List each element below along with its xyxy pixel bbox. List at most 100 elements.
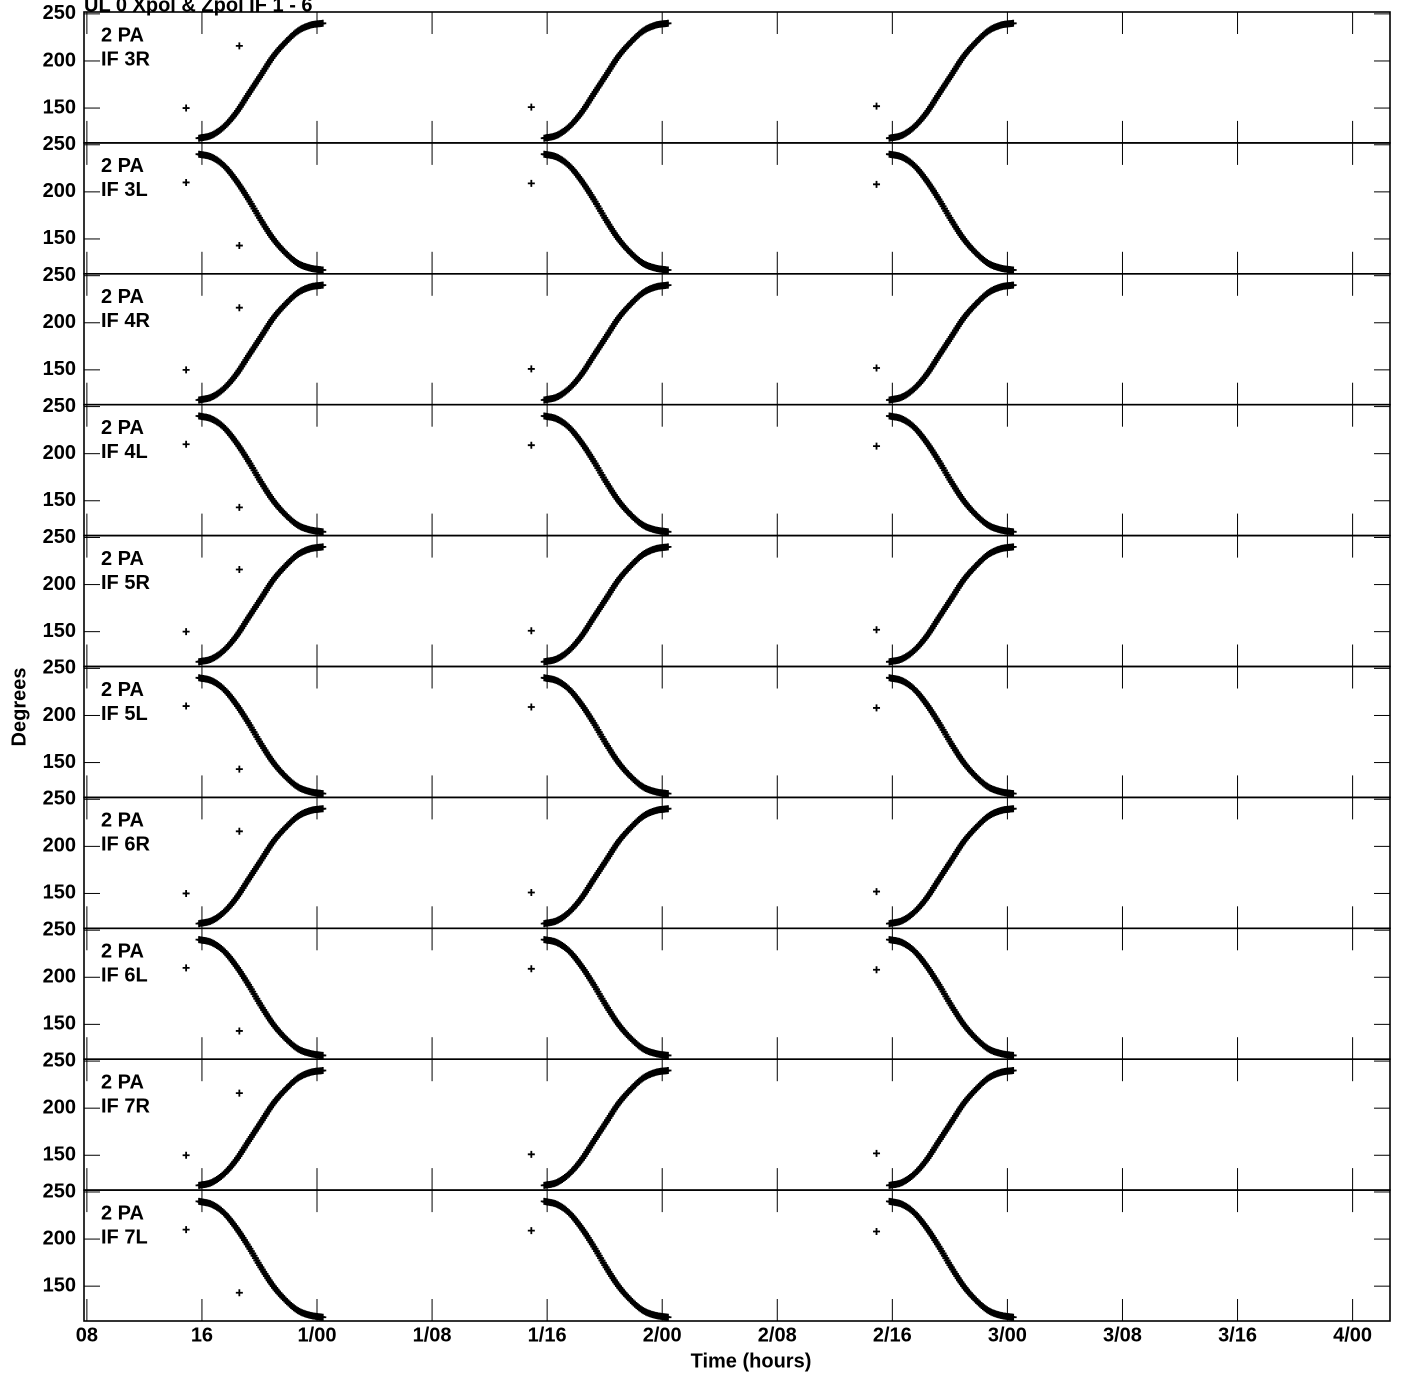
y-tick-label: 200 (43, 180, 76, 202)
data-point (235, 566, 243, 574)
data-point (664, 528, 672, 536)
data-point (182, 1226, 190, 1234)
y-tick-label: 250 (43, 1180, 76, 1202)
data-point (527, 1150, 535, 1158)
y-tick-label: 250 (43, 788, 76, 810)
y-tick-label: 250 (43, 1049, 76, 1071)
data-point (182, 366, 190, 374)
y-tick-label: 250 (43, 918, 76, 940)
data-point (527, 103, 535, 111)
data-point (319, 266, 327, 274)
series-points (182, 674, 1017, 798)
data-point (235, 42, 243, 50)
y-tick-label: 250 (43, 526, 76, 548)
series-points (182, 936, 1017, 1059)
y-tick-label: 200 (43, 966, 76, 988)
panel-frame (83, 665, 1391, 799)
data-point (664, 1067, 672, 1074)
data-point (527, 889, 535, 897)
y-tick-label: 200 (43, 704, 76, 726)
x-tick-label: 2/08 (758, 1324, 797, 1346)
data-point (235, 1027, 243, 1035)
panel-label-if: IF 7R (101, 1095, 150, 1117)
data-point (1009, 19, 1017, 27)
series-points (182, 150, 1017, 274)
panel-label-if: IF 6R (101, 834, 150, 856)
data-point (235, 503, 243, 511)
x-tick-label: 2/00 (643, 1324, 682, 1346)
data-point (182, 889, 190, 897)
data-point (664, 790, 672, 798)
data-point (1009, 790, 1017, 798)
data-point (182, 702, 190, 710)
data-point (1009, 528, 1017, 536)
y-tick-label: 150 (43, 489, 76, 511)
x-tick-labels: 08 16 1/00 1/08 1/16 2/00 2/08 2/16 3/00 3/08 3/16… (76, 1324, 1372, 1346)
panel-frame (83, 142, 1391, 275)
data-point (1009, 266, 1017, 274)
x-tick-label: 1/00 (298, 1324, 337, 1346)
y-tick-label: 250 (43, 2, 76, 24)
x-axis-label: Time (hours) (691, 1350, 812, 1372)
y-tick-label: 150 (43, 1013, 76, 1035)
data-point (527, 1227, 535, 1235)
y-tick-label: 150 (43, 358, 76, 380)
panel-label-if: IF 3R (101, 48, 150, 70)
series-points (182, 1067, 1017, 1189)
data-point (1009, 1313, 1017, 1321)
panel-label-if: IF 3L (101, 179, 148, 201)
y-tick-label: 250 (43, 264, 76, 286)
y-tick-label: 200 (43, 1227, 76, 1249)
x-tick-label: 3/00 (988, 1324, 1027, 1346)
data-point (235, 242, 243, 250)
panel-label-if: IF 4R (101, 310, 150, 332)
panel-frame (83, 927, 1391, 1060)
data-point (182, 964, 190, 972)
data-point (527, 441, 535, 449)
data-point (319, 543, 327, 551)
data-point (873, 442, 881, 450)
x-tick-label: 3/16 (1218, 1324, 1257, 1346)
panel-label-if: IF 7L (101, 1226, 148, 1248)
x-tick-label: 4/00 (1333, 1324, 1372, 1346)
panel-frame (83, 534, 1391, 668)
data-point (873, 966, 881, 974)
data-point (1009, 1067, 1017, 1074)
data-point (664, 805, 672, 813)
series-points (182, 281, 1017, 404)
x-tick-label: 1/08 (413, 1324, 452, 1346)
data-point (873, 704, 881, 712)
data-point (664, 543, 672, 551)
series-points (182, 19, 1017, 142)
data-point (319, 1313, 327, 1321)
data-point (1009, 543, 1017, 551)
data-point (873, 626, 881, 634)
y-tick-label: 150 (43, 751, 76, 773)
data-point (664, 1313, 672, 1321)
data-point (182, 628, 190, 636)
data-point (319, 790, 327, 798)
data-point (873, 102, 881, 110)
panel-label-if: IF 5R (101, 572, 150, 594)
data-point (319, 528, 327, 536)
panel-label-pa: 2 PA (101, 24, 144, 46)
panel-label-if: IF 5L (101, 703, 148, 725)
data-point (873, 888, 881, 896)
panel-frame (83, 1058, 1391, 1191)
y-tick-label: 200 (43, 311, 76, 333)
data-point (235, 765, 243, 773)
data-point (527, 703, 535, 711)
panel-label-pa: 2 PA (101, 810, 144, 832)
panel-frame (83, 796, 1391, 930)
panel-label-if: IF 4L (101, 441, 148, 463)
